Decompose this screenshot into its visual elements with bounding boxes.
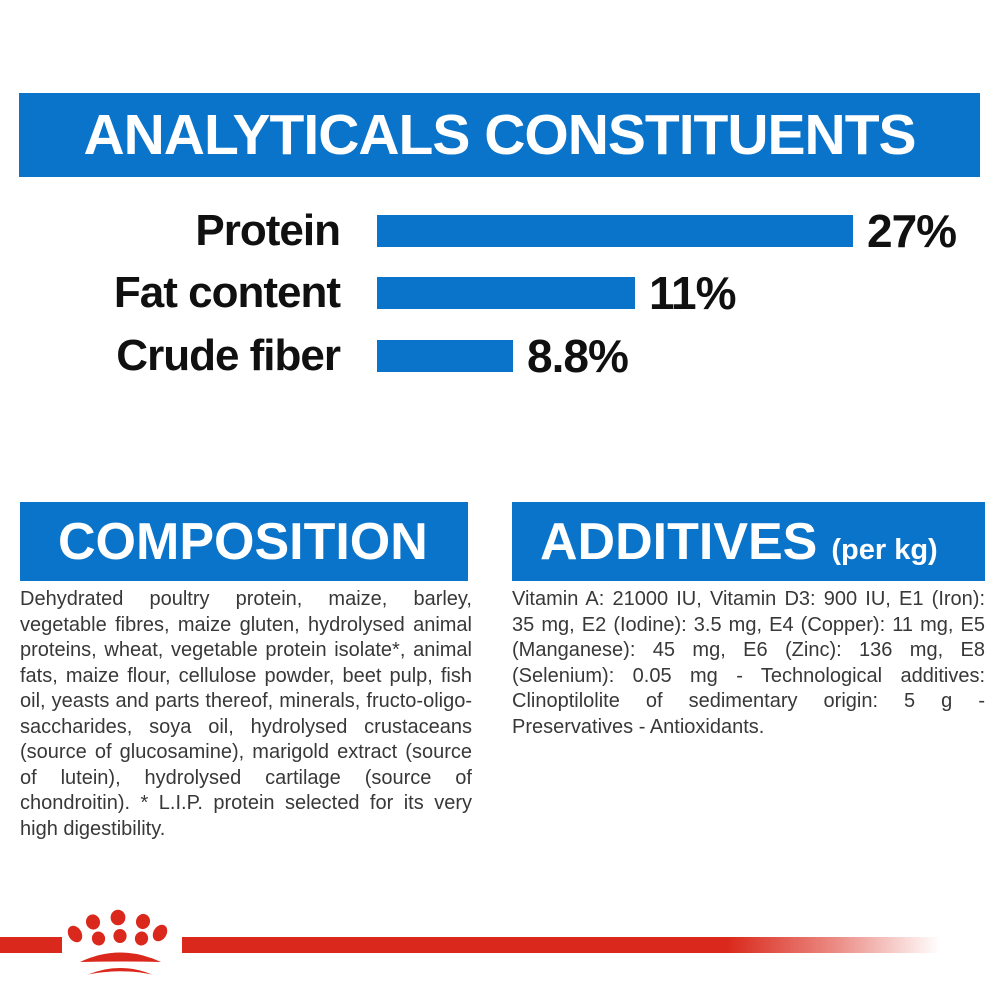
royal-canin-crown-paw-logo-icon <box>67 909 168 975</box>
additives-heading-box: ADDITIVES (per kg) <box>512 502 985 581</box>
chart-value-label: 8.8% <box>527 330 629 382</box>
chart-category-label: Protein <box>195 206 341 255</box>
composition-body: Dehydrated poultry protein, maize, barle… <box>20 588 472 840</box>
chart-row-crude-fiber: Crude fiber 8.8% <box>0 325 1000 387</box>
red-divider-line-right <box>182 937 940 953</box>
analytical-constituents-chart: Protein 27% Fat content 11% Crude fiber … <box>0 200 1000 390</box>
chart-category-label: Fat content <box>113 268 341 317</box>
additives-body: Vitamin A: 21000 IU, Vitamin D3: 900 IU,… <box>512 588 985 738</box>
chart-row-fat-content: Fat content 11% <box>0 262 1000 324</box>
chart-value-label: 27% <box>867 205 957 257</box>
chart-bar <box>377 277 635 309</box>
composition-heading: COMPOSITION <box>58 512 428 571</box>
additives-heading: ADDITIVES <box>540 512 818 571</box>
composition-heading-box: COMPOSITION <box>20 502 468 581</box>
chart-value-label: 11% <box>649 267 737 319</box>
chart-bar <box>377 215 853 247</box>
red-divider-line-left <box>0 937 62 953</box>
chart-bar <box>377 340 513 372</box>
additives-unit-note: (per kg) <box>831 534 938 566</box>
chart-row-protein: Protein 27% <box>0 200 1000 262</box>
analyticals-constituents-banner: ANALYTICALS CONSTITUENTS <box>19 93 980 177</box>
chart-category-label: Crude fiber <box>116 331 341 380</box>
